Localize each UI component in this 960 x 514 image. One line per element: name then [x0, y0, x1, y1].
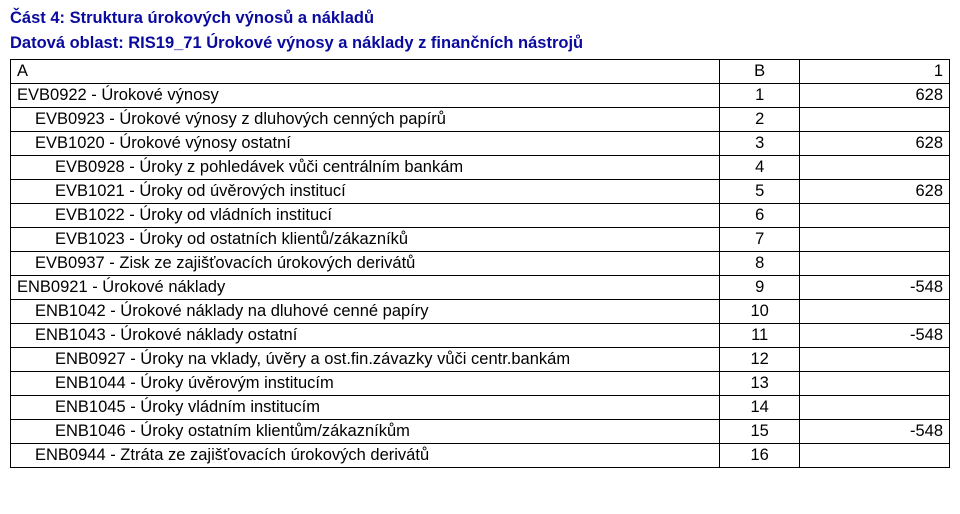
table-row: ENB0921 - Úrokové náklady9-548 — [11, 275, 950, 299]
row-index: 3 — [720, 131, 800, 155]
row-label: ENB0944 - Ztráta ze zajišťovacích úrokov… — [11, 443, 720, 467]
table-header-row: A B 1 — [11, 59, 950, 83]
table-row: ENB1043 - Úrokové náklady ostatní11-548 — [11, 323, 950, 347]
table-row: ENB1046 - Úroky ostatním klientům/zákazn… — [11, 419, 950, 443]
row-index: 4 — [720, 155, 800, 179]
row-label: ENB1044 - Úroky úvěrovým institucím — [11, 371, 720, 395]
row-label: EVB0937 - Zisk ze zajišťovacích úrokovýc… — [11, 251, 720, 275]
table-row: EVB1022 - Úroky od vládních institucí6 — [11, 203, 950, 227]
col-header-1: 1 — [800, 59, 950, 83]
table-row: EVB1020 - Úrokové výnosy ostatní3628 — [11, 131, 950, 155]
row-label: EVB0928 - Úroky z pohledávek vůči centrá… — [11, 155, 720, 179]
row-value — [800, 443, 950, 467]
col-header-a: A — [11, 59, 720, 83]
row-value — [800, 107, 950, 131]
table-row: EVB0923 - Úrokové výnosy z dluhových cen… — [11, 107, 950, 131]
table-row: ENB1042 - Úrokové náklady na dluhové cen… — [11, 299, 950, 323]
row-label: ENB0927 - Úroky na vklady, úvěry a ost.f… — [11, 347, 720, 371]
col-header-b: B — [720, 59, 800, 83]
row-label: ENB1046 - Úroky ostatním klientům/zákazn… — [11, 419, 720, 443]
row-label: EVB1020 - Úrokové výnosy ostatní — [11, 131, 720, 155]
row-value: -548 — [800, 275, 950, 299]
table-row: ENB1044 - Úroky úvěrovým institucím13 — [11, 371, 950, 395]
row-index: 6 — [720, 203, 800, 227]
row-value: -548 — [800, 419, 950, 443]
table-row: ENB0927 - Úroky na vklady, úvěry a ost.f… — [11, 347, 950, 371]
row-index: 1 — [720, 83, 800, 107]
section-title-line2: Datová oblast: RIS19_71 Úrokové výnosy a… — [10, 33, 950, 54]
row-index: 9 — [720, 275, 800, 299]
section-title-line1: Část 4: Struktura úrokových výnosů a nák… — [10, 8, 950, 29]
row-label: EVB0923 - Úrokové výnosy z dluhových cen… — [11, 107, 720, 131]
row-index: 15 — [720, 419, 800, 443]
row-label: ENB1042 - Úrokové náklady na dluhové cen… — [11, 299, 720, 323]
table-row: EVB0937 - Zisk ze zajišťovacích úrokovýc… — [11, 251, 950, 275]
row-label: ENB0921 - Úrokové náklady — [11, 275, 720, 299]
row-label: EVB1021 - Úroky od úvěrových institucí — [11, 179, 720, 203]
row-value — [800, 227, 950, 251]
row-value — [800, 395, 950, 419]
row-value — [800, 155, 950, 179]
table-row: ENB1045 - Úroky vládním institucím14 — [11, 395, 950, 419]
row-value — [800, 299, 950, 323]
table-row: EVB0928 - Úroky z pohledávek vůči centrá… — [11, 155, 950, 179]
row-value: 628 — [800, 83, 950, 107]
row-value: 628 — [800, 131, 950, 155]
table-row: EVB1023 - Úroky od ostatních klientů/zák… — [11, 227, 950, 251]
row-index: 8 — [720, 251, 800, 275]
table-row: EVB1021 - Úroky od úvěrových institucí56… — [11, 179, 950, 203]
row-index: 12 — [720, 347, 800, 371]
row-label: ENB1043 - Úrokové náklady ostatní — [11, 323, 720, 347]
row-index: 11 — [720, 323, 800, 347]
row-value: 628 — [800, 179, 950, 203]
row-value — [800, 371, 950, 395]
row-index: 13 — [720, 371, 800, 395]
table-row: EVB0922 - Úrokové výnosy1628 — [11, 83, 950, 107]
row-index: 7 — [720, 227, 800, 251]
row-index: 10 — [720, 299, 800, 323]
row-label: ENB1045 - Úroky vládním institucím — [11, 395, 720, 419]
data-table: A B 1 EVB0922 - Úrokové výnosy1628EVB092… — [10, 59, 950, 468]
row-label: EVB1022 - Úroky od vládních institucí — [11, 203, 720, 227]
row-label: EVB1023 - Úroky od ostatních klientů/zák… — [11, 227, 720, 251]
row-value: -548 — [800, 323, 950, 347]
row-value — [800, 347, 950, 371]
row-index: 14 — [720, 395, 800, 419]
row-value — [800, 203, 950, 227]
row-index: 5 — [720, 179, 800, 203]
row-index: 2 — [720, 107, 800, 131]
row-label: EVB0922 - Úrokové výnosy — [11, 83, 720, 107]
row-value — [800, 251, 950, 275]
row-index: 16 — [720, 443, 800, 467]
table-row: ENB0944 - Ztráta ze zajišťovacích úrokov… — [11, 443, 950, 467]
